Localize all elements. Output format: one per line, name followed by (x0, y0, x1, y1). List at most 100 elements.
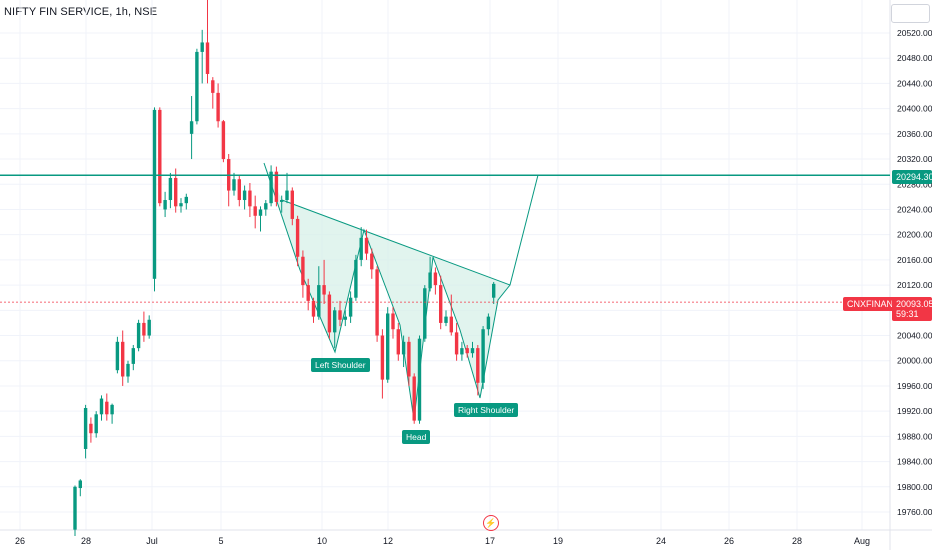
candle-body (179, 203, 183, 207)
candle-body (78, 480, 82, 489)
candle-body (486, 316, 491, 330)
candle-body (73, 486, 77, 530)
candle-body (264, 203, 268, 210)
candle-body (348, 297, 353, 317)
candle-body (449, 316, 453, 333)
grid-lines (0, 0, 890, 530)
candle-body (470, 348, 475, 354)
candle-body (386, 313, 390, 380)
candle-body (322, 285, 326, 295)
candle-body (110, 404, 114, 415)
candle-body (417, 338, 422, 421)
candle-body (105, 401, 109, 415)
candle-body (147, 319, 151, 336)
candle-body (174, 177, 178, 207)
candle-body (492, 283, 496, 298)
price-tick-label: 20200.00 (897, 230, 932, 240)
candle-body (343, 316, 347, 320)
left-shoulder-label: Left Shoulder (311, 358, 370, 372)
time-tick-label: 28 (792, 536, 802, 546)
price-tick-label: 20360.00 (897, 129, 932, 139)
candle-body (444, 316, 448, 323)
candle-body (301, 256, 305, 286)
price-tick-label: 19960.00 (897, 381, 932, 391)
candle-body (311, 300, 316, 317)
candle-body (184, 196, 188, 204)
time-tick-label: 26 (724, 536, 734, 546)
candle-body (407, 341, 411, 377)
candle-body (433, 272, 438, 286)
candle-body (221, 121, 226, 160)
candle-body (211, 80, 215, 93)
candle-body (142, 322, 146, 336)
candle-body (158, 109, 162, 204)
price-tick-label: 20120.00 (897, 280, 932, 290)
price-tick-label: 20320.00 (897, 154, 932, 164)
candle-body (237, 179, 241, 201)
candle-body (481, 329, 485, 383)
candle-body (200, 42, 204, 52)
candle-body (333, 310, 337, 333)
candle-body (428, 272, 432, 289)
candle-body (269, 171, 273, 204)
price-axis: 19760.00 19800.00 19840.00 19880.00 19920.00… (889, 0, 932, 550)
candle-body (195, 51, 199, 122)
candle-body (89, 423, 93, 434)
time-tick-label: Jul (146, 536, 158, 546)
candle-body (306, 285, 310, 301)
candle-body (465, 348, 469, 354)
candle-body (232, 179, 236, 191)
top-right-button[interactable] (891, 4, 930, 23)
lightning-icon[interactable]: ⚡ (483, 515, 499, 531)
time-tick-label: 24 (656, 536, 666, 546)
candle-body (295, 218, 300, 257)
candle-body (396, 329, 400, 355)
price-tick-label: 20040.00 (897, 331, 932, 341)
candle-body (253, 206, 257, 216)
horizontal-line-price-tag: 20294.30 (892, 170, 932, 184)
head-label: Head (402, 430, 431, 444)
candle-body (338, 310, 342, 320)
price-tick-label: 20280.00 (897, 179, 932, 189)
candle-body (439, 285, 443, 323)
candle-body (115, 341, 120, 371)
time-axis: 26 28 Jul 5 10 12 17 19 24 26 28 Aug (0, 529, 932, 546)
candle-body (401, 341, 406, 355)
candle-body (460, 348, 464, 355)
candle-body (370, 253, 374, 270)
price-tick-label: 20240.00 (897, 204, 932, 214)
right-shoulder-label: Right Shoulder (454, 403, 519, 417)
price-tick-label: 20480.00 (897, 53, 932, 63)
candle-body (168, 177, 173, 201)
candle-body (258, 209, 263, 216)
candle-body (391, 313, 395, 330)
candle-body (131, 348, 135, 364)
last-price-tag: 20093.05 59:31 (892, 297, 932, 321)
candle-body (476, 348, 480, 383)
time-tick-label: 10 (317, 536, 327, 546)
candle-body (454, 332, 459, 355)
price-tick-label: 20440.00 (897, 78, 932, 88)
candle-body (216, 92, 220, 122)
last-price-value: 20093.05 (896, 299, 932, 309)
candle-body (126, 363, 130, 377)
price-tick-label: 19920.00 (897, 406, 932, 416)
candle-body (290, 190, 294, 219)
price-tick-label: 20400.00 (897, 104, 932, 114)
price-tick-label: 19800.00 (897, 482, 932, 492)
time-tick-label: 17 (485, 536, 495, 546)
price-tick-label: 19760.00 (897, 507, 932, 517)
countdown: 59:31 (896, 309, 919, 319)
candle-body (423, 288, 427, 339)
pattern-fill (264, 163, 510, 420)
candle-body (354, 259, 358, 298)
candle-body (121, 341, 125, 377)
price-tick-label: 20000.00 (897, 356, 932, 366)
candle-body (285, 190, 289, 201)
chart-title: NIFTY FIN SERVICE, 1h, NSE (4, 6, 158, 18)
candle-body (248, 190, 252, 207)
candle-body (280, 200, 284, 202)
candle-body (152, 109, 157, 279)
candles (73, 0, 496, 536)
